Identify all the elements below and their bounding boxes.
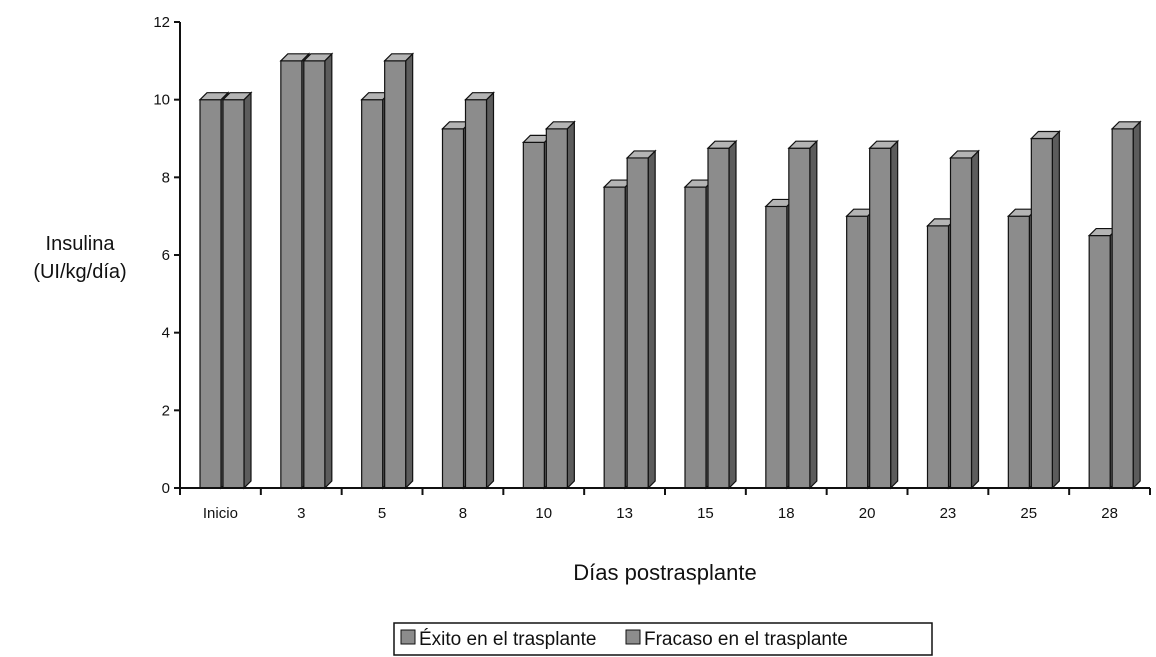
bar-side [970, 149, 980, 490]
y-tick-label: 12 [153, 14, 170, 31]
bar-side [485, 91, 495, 490]
bar-top [868, 140, 900, 149]
bar-top [198, 92, 230, 101]
y-tick-label: 10 [153, 92, 170, 109]
bar-side [1132, 120, 1141, 490]
x-tick-label: 25 [1020, 505, 1037, 522]
bar-front [869, 147, 892, 489]
bar-front [545, 128, 568, 489]
bar-front [222, 99, 245, 489]
legend-label-fracaso: Fracaso en el trasplante [644, 629, 848, 650]
bar-front [441, 128, 465, 489]
bar-fracaso-3 [302, 52, 334, 490]
x-tick-label: 13 [616, 505, 633, 522]
bar-side [728, 139, 737, 490]
bar-fracaso-23 [949, 149, 980, 490]
bar-front [522, 141, 545, 489]
bar-side [647, 149, 656, 490]
bar-fracaso-28 [1110, 120, 1142, 490]
bar-front [926, 225, 950, 489]
bar-side [890, 139, 899, 490]
y-tick-label: 0 [162, 480, 170, 497]
bar-side [809, 139, 818, 490]
bar-fracaso-Inicio [221, 91, 253, 490]
bar-front [603, 186, 626, 489]
bar-top [279, 53, 311, 62]
bar-front [464, 99, 488, 489]
y-tick-label: 2 [162, 402, 170, 419]
bar-top [383, 53, 415, 62]
bar-top [221, 92, 253, 101]
bar-front [361, 99, 384, 489]
bar-side [324, 52, 333, 490]
bar-side [566, 120, 575, 490]
bars-layer [198, 52, 1142, 490]
bar-top [544, 121, 576, 130]
bar-side [405, 52, 414, 490]
bar-top [464, 92, 495, 101]
y-ticks: 0 2 4 6 8 10 12 [153, 14, 180, 497]
bar-top [1029, 130, 1061, 140]
bar-top [949, 150, 980, 159]
bar-top [787, 140, 819, 149]
legend-frame [393, 622, 933, 656]
bar-front [626, 157, 649, 489]
y-axis-label-line1: Insulina [46, 233, 116, 255]
bar-front [788, 147, 811, 489]
bar-fracaso-13 [625, 149, 657, 490]
bar-front [949, 157, 973, 489]
bar-front [684, 186, 707, 489]
bar-fracaso-25 [1029, 130, 1061, 490]
bar-top [1110, 121, 1142, 130]
x-tick-label: Inicio [203, 505, 238, 522]
y-tick-label: 4 [162, 325, 170, 342]
bar-top [625, 150, 657, 159]
bar-front [1088, 234, 1111, 489]
bar-front [1030, 137, 1053, 489]
bar-front [846, 215, 869, 489]
bar-fracaso-5 [383, 52, 415, 490]
legend-label-exito: Éxito en el trasplante [419, 629, 596, 650]
x-tick-label: 5 [378, 505, 386, 522]
bar-front [303, 60, 326, 489]
legend-swatch-exito [400, 629, 416, 645]
bar-front [765, 205, 788, 489]
x-tick-label: 8 [459, 505, 467, 522]
y-tick-label: 6 [162, 247, 170, 264]
bar-front [280, 60, 303, 489]
x-axis-label: Días postrasplante [573, 560, 756, 585]
bar-fracaso-8 [464, 91, 495, 490]
bar-fracaso-10 [544, 120, 576, 490]
x-tick-label: 15 [697, 505, 714, 522]
bar-fracaso-20 [868, 139, 900, 490]
legend-swatch-fracaso [625, 629, 641, 645]
bar-front [1007, 215, 1030, 489]
bar-fracaso-15 [706, 139, 738, 490]
bar-side [1051, 130, 1060, 490]
y-tick-label: 8 [162, 169, 170, 186]
bar-front [384, 60, 407, 489]
bar-front [1111, 128, 1134, 489]
x-tick-label: 23 [940, 505, 957, 522]
x-tick-label: 3 [297, 505, 305, 522]
x-tick-label: 10 [535, 505, 552, 522]
bar-front [707, 147, 730, 489]
legend: Éxito en el trasplante Fracaso en el tra… [393, 622, 933, 656]
bar-front [199, 99, 222, 489]
x-tick-label: 20 [859, 505, 876, 522]
x-ticks: Inicio 3 5 8 10 13 15 18 20 23 25 28 [179, 488, 1151, 522]
bar-top [706, 140, 738, 149]
bar-top [302, 53, 334, 62]
bar-side [243, 91, 252, 490]
x-tick-label: 18 [778, 505, 795, 522]
bar-fracaso-18 [787, 139, 819, 490]
x-tick-label: 28 [1101, 505, 1118, 522]
y-axis-label-line2: (UI/kg/día) [33, 261, 126, 283]
